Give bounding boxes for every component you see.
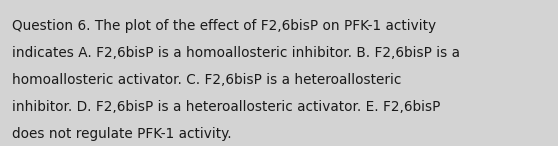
Text: inhibitor. D. F2,6bisP is a heteroallosteric activator. E. F2,6bisP: inhibitor. D. F2,6bisP is a heteroallost…: [12, 100, 441, 114]
Text: Question 6. The plot of the effect of F2,6bisP on PFK-1 activity: Question 6. The plot of the effect of F2…: [12, 19, 436, 33]
Text: homoallosteric activator. C. F2,6bisP is a heteroallosteric: homoallosteric activator. C. F2,6bisP is…: [12, 73, 402, 87]
Text: does not regulate PFK-1 activity.: does not regulate PFK-1 activity.: [12, 127, 232, 141]
Text: indicates A. F2,6bisP is a homoallosteric inhibitor. B. F2,6bisP is a: indicates A. F2,6bisP is a homoallosteri…: [12, 46, 460, 60]
